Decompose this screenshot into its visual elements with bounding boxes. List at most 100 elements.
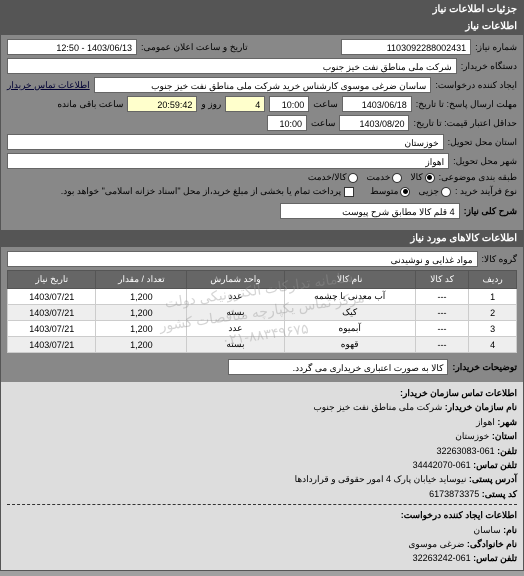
table-cell: --- — [415, 337, 468, 353]
contact-title: اطلاعات تماس سازمان خریدار: — [7, 386, 517, 400]
payment-note-wrap: پرداخت تمام یا بخشی از مبلغ خرید،از محل … — [61, 186, 354, 197]
row-need-no: شماره نیاز: 1103092288002431 تاریخ و ساع… — [7, 39, 517, 55]
table-header-cell: تاریخ نیاز — [8, 271, 96, 289]
contact-addr-row: آدرس پستی: نیوساید خیابان پارک 4 امور حق… — [7, 472, 517, 486]
contact-province: خوزستان — [455, 431, 489, 441]
creator-title: اطلاعات ایجاد کننده درخواست: — [7, 508, 517, 522]
contact-link[interactable]: اطلاعات تماس خریدار — [7, 80, 90, 91]
buyer-org-field: شرکت ملی مناطق نفت خیز جنوب — [7, 58, 457, 74]
table-cell: 1,200 — [96, 321, 187, 337]
need-no-label: شماره نیاز: — [475, 42, 517, 53]
table-cell: 1403/07/21 — [8, 289, 96, 305]
size-radio-group: جزیی متوسط — [370, 186, 451, 197]
table-cell: 4 — [469, 337, 517, 353]
radio-medium[interactable]: متوسط — [370, 186, 410, 197]
creator-fname-row: نام: ساسان — [7, 523, 517, 537]
items-table: ردیفکد کالانام کالاواحد شمارشتعداد / مقد… — [7, 270, 517, 353]
radio-medium-label: متوسط — [370, 186, 398, 197]
radio-dot-icon — [441, 187, 451, 197]
validity-time-field: 10:00 — [267, 115, 307, 131]
row-province: استان محل تحویل: خوزستان — [7, 134, 517, 150]
row-buyer-org: دستگاه خریدار: شرکت ملی مناطق نفت خیز جن… — [7, 58, 517, 74]
table-cell: قهوه — [284, 337, 415, 353]
table-cell: 3 — [469, 321, 517, 337]
radio-small[interactable]: جزیی — [418, 186, 451, 197]
table-cell: 1,200 — [96, 289, 187, 305]
time-remain-label: ساعت باقی مانده — [57, 99, 123, 110]
radio-both-label: کالا/خدمت — [308, 172, 347, 183]
radio-goods[interactable]: کالا — [410, 172, 434, 183]
radio-both[interactable]: کالا/خدمت — [308, 172, 359, 183]
divider — [7, 504, 517, 505]
contact-fax-row: تلفن تماس: 061-34442070 — [7, 458, 517, 472]
table-header-cell: ردیف — [469, 271, 517, 289]
city-field: اهواز — [7, 153, 449, 169]
need-info-header: اطلاعات نیاز — [1, 18, 523, 35]
table-header-cell: کد کالا — [415, 271, 468, 289]
validity-date-field: 1403/08/20 — [339, 115, 409, 131]
creator-lname-label: نام خانوادگی: — [467, 539, 517, 549]
deadline-date-field: 1403/06/18 — [342, 96, 412, 112]
row-validity: حداقل اعتبار قیمت: تا تاریخ: 1403/08/20 … — [7, 115, 517, 131]
contact-phone-label: تلفن: — [497, 446, 517, 456]
contact-post-row: کد پستی: 6173873375 — [7, 487, 517, 501]
contact-province-label: استان: — [492, 431, 517, 441]
table-cell: عدد — [187, 321, 284, 337]
table-cell: 1,200 — [96, 337, 187, 353]
radio-dot-icon — [348, 173, 358, 183]
items-content: گروه کالا: مواد غذایی و نوشیدنی ردیفکد ک… — [1, 247, 523, 382]
contact-fax: 061-34442070 — [413, 460, 471, 470]
row-buyer-note: توضیحات خریدار: کالا به صورت اعتباری خری… — [7, 359, 517, 375]
contact-org: شرکت ملی مناطق نفت خیز جنوب — [313, 402, 442, 412]
row-group: گروه کالا: مواد غذایی و نوشیدنی — [7, 251, 517, 267]
row-city: شهر محل تحویل: اهواز — [7, 153, 517, 169]
province-field: خوزستان — [7, 134, 444, 150]
need-info-content: شماره نیاز: 1103092288002431 تاریخ و ساع… — [1, 35, 523, 226]
table-header-cell: تعداد / مقدار — [96, 271, 187, 289]
table-cell: بسته — [187, 305, 284, 321]
radio-dot-icon — [400, 187, 410, 197]
table-row: 2---کیکبسته1,2001403/07/21 — [8, 305, 517, 321]
radio-service[interactable]: خدمت — [366, 172, 402, 183]
city-label: شهر محل تحویل: — [453, 156, 517, 167]
deadline-label: مهلت ارسال پاسخ: تا تاریخ: — [416, 99, 517, 110]
radio-goods-label: کالا — [410, 172, 422, 183]
table-row: 3---آبمیوهعدد1,2001403/07/21 — [8, 321, 517, 337]
table-cell: 1403/07/21 — [8, 337, 96, 353]
payment-checkbox[interactable] — [344, 187, 354, 197]
table-row: 1---آب معدنی با چشمهعدد1,2001403/07/21 — [8, 289, 517, 305]
table-header-cell: واحد شمارش — [187, 271, 284, 289]
root-panel: جزئیات اطلاعات نیاز اطلاعات نیاز شماره ن… — [0, 0, 524, 571]
summary-label: شرح کلی نیاز: — [464, 206, 517, 217]
table-cell: 1 — [469, 289, 517, 305]
creator-lname-row: نام خانوادگی: ضرغی موسوی — [7, 537, 517, 551]
radio-small-label: جزیی — [418, 186, 439, 197]
announce-dt-label: تاریخ و ساعت اعلان عمومی: — [141, 42, 248, 53]
main-header: جزئیات اطلاعات نیاز — [1, 1, 523, 18]
table-cell: آبمیوه — [284, 321, 415, 337]
group-field: مواد غذایی و نوشیدنی — [7, 251, 478, 267]
contact-block: اطلاعات تماس سازمان خریدار: نام سازمان خ… — [1, 382, 523, 570]
table-cell: کیک — [284, 305, 415, 321]
table-cell: آب معدنی با چشمه — [284, 289, 415, 305]
time-remain-field: 20:59:42 — [127, 96, 197, 112]
row-summary: شرح کلی نیاز: 4 قلم کالا مطابق شرح پیوست — [7, 203, 517, 219]
contact-post-label: کد پستی: — [482, 489, 517, 499]
contact-addr: نیوساید خیابان پارک 4 امور حقوقی و قرارد… — [295, 474, 467, 484]
radio-dot-icon — [392, 173, 402, 183]
creator-phone: 061-32263242 — [413, 553, 471, 563]
creator-lname: ضرغی موسوی — [408, 539, 464, 549]
radio-service-label: خدمت — [366, 172, 390, 183]
radio-dot-icon — [425, 173, 435, 183]
row-deadline: مهلت ارسال پاسخ: تا تاریخ: 1403/06/18 سا… — [7, 96, 517, 112]
time-label-2: ساعت — [311, 118, 336, 129]
buyer-org-label: دستگاه خریدار: — [461, 61, 517, 72]
contact-org-label: نام سازمان خریدار: — [445, 402, 517, 412]
creator-fname: ساسان — [473, 525, 500, 535]
table-header-row: ردیفکد کالانام کالاواحد شمارشتعداد / مقد… — [8, 271, 517, 289]
time-label-1: ساعت — [313, 99, 338, 110]
contact-addr-label: آدرس پستی: — [469, 474, 517, 484]
buyer-note-label: توضیحات خریدار: — [452, 362, 517, 373]
requester-field: ساسان ضرغی موسوی کارشناس خرید شرکت ملی م… — [94, 77, 432, 93]
creator-phone-label: تلفن تماس: — [473, 553, 517, 563]
